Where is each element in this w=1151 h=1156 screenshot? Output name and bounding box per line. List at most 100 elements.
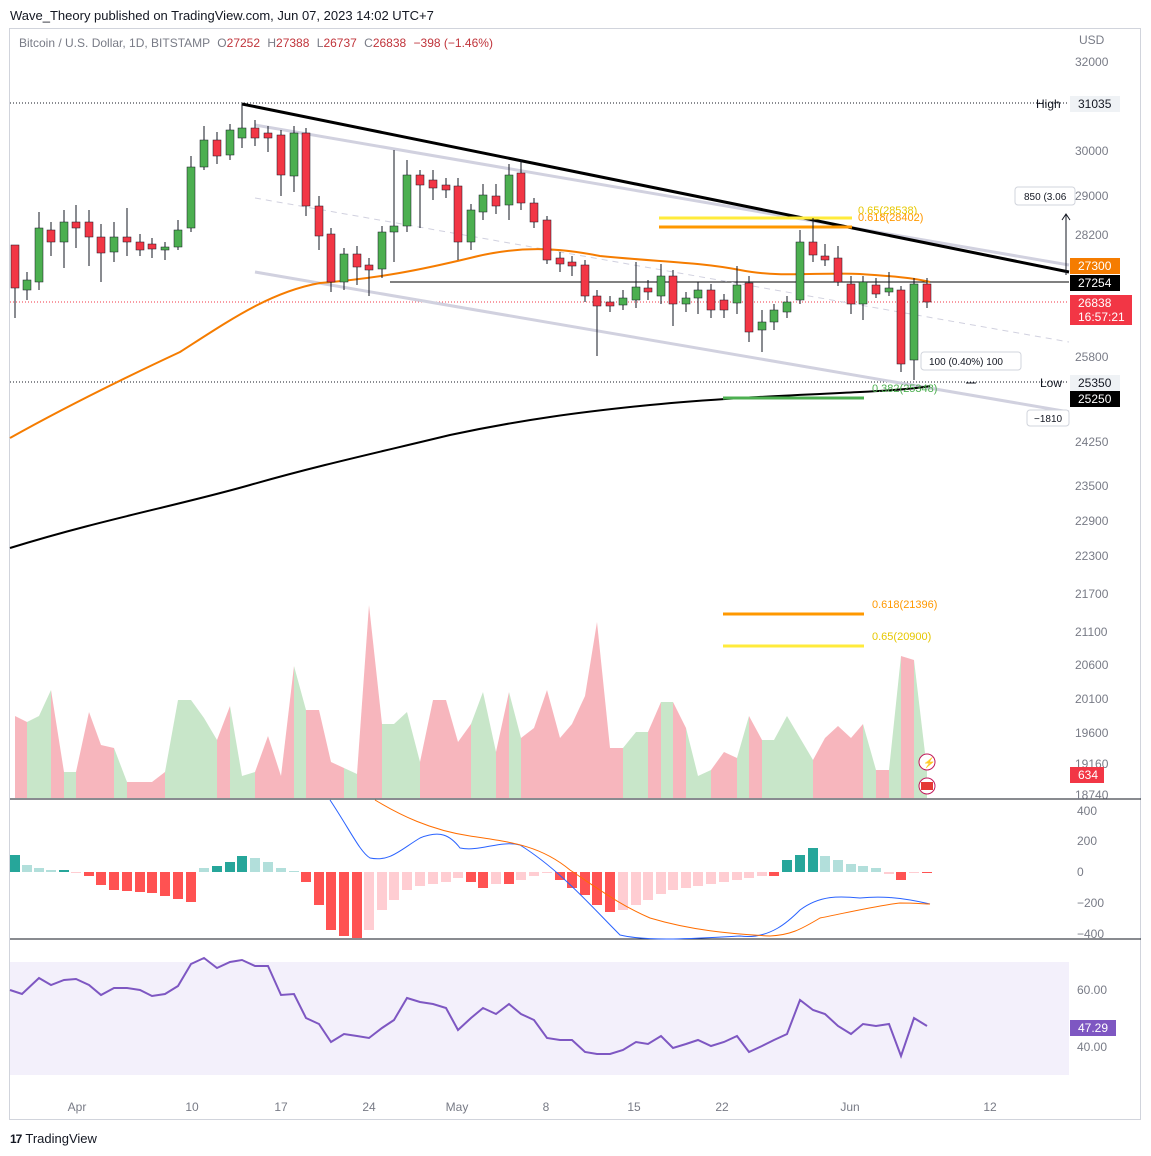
candle-body: [884, 287, 894, 293]
volume-segment: [15, 716, 27, 798]
channel-mid-line[interactable]: [254, 197, 1070, 343]
candle-body: [377, 231, 387, 270]
rsi-tag: [1070, 1020, 1116, 1036]
candle-body: [415, 174, 425, 186]
volume-segment: [152, 772, 165, 798]
volume-segment: [39, 690, 51, 798]
candle-body: [478, 194, 488, 213]
tag-25250: [1070, 391, 1120, 407]
volume-segment: [51, 690, 64, 798]
macd-histogram[interactable]: [10, 848, 932, 938]
volume-segment: [800, 738, 813, 798]
high-label: High: [1036, 97, 1061, 111]
candle-body: [276, 134, 286, 176]
high-label: H: [267, 36, 277, 50]
tradingview-footer[interactable]: 17 TradingView: [10, 1131, 97, 1146]
candle-body: [757, 321, 767, 331]
volume-segment: [127, 782, 140, 798]
volume-segment: [140, 782, 152, 798]
ema-orange-line[interactable]: [9, 248, 931, 439]
candle-body: [352, 253, 362, 268]
candle-body: [858, 281, 868, 305]
tag-27300-value: 27300: [1078, 259, 1112, 273]
candle-body: [109, 236, 119, 253]
symbol-title[interactable]: Bitcoin / U.S. Dollar, 1D, BITSTAMP: [19, 36, 210, 50]
flag-event-glyph: [921, 782, 933, 790]
macd-bar: [199, 868, 209, 872]
rsi-axis-ticks[interactable]: 60.00 40.00: [1077, 983, 1107, 1054]
macd-bar: [301, 872, 311, 882]
macd-bar: [160, 872, 170, 896]
macd-bar: [693, 872, 703, 886]
flash-icon-glyph: ⚡: [923, 756, 935, 769]
chart-frame: [9, 28, 1141, 1120]
macd-bar: [314, 872, 324, 905]
macd-bar: [46, 870, 56, 872]
rsi-line[interactable]: [9, 956, 928, 1059]
price-tick: 29000: [1075, 189, 1109, 203]
candle-body: [225, 129, 235, 156]
macd-bar: [643, 872, 653, 900]
macd-bar: [706, 872, 716, 884]
currency-label[interactable]: USD: [1079, 33, 1105, 47]
fib-upper-65-label: 0.65(28538): [858, 205, 917, 217]
price-axis-ticks[interactable]: 32000 29000 28200 25800 24250 23500 22900 22300…: [1075, 55, 1109, 802]
candle-body: [326, 233, 336, 283]
macd-bar: [415, 872, 425, 886]
volume-value: 634: [1078, 768, 1098, 782]
measure-tooltip-box: [920, 351, 1022, 371]
channel-upper-line[interactable]: [254, 123, 1070, 267]
volume-segment: [547, 690, 560, 798]
measure-tooltip: 100 (0.40%) 100: [929, 357, 1003, 368]
volume-segment: [534, 690, 547, 798]
macd-bar: [186, 872, 196, 902]
macd-bar: [631, 872, 641, 905]
macd-bar: [820, 856, 830, 872]
ma-black-line[interactable]: [9, 385, 931, 549]
low-tag: [1070, 375, 1120, 391]
volume-segment: [382, 724, 394, 798]
volume-segment: [787, 716, 800, 798]
channel-lower-line[interactable]: [254, 270, 1070, 414]
fib-mid-65-label: 0.65(20900): [872, 631, 931, 643]
candle-body: [896, 289, 906, 365]
last-price-tag: [1070, 295, 1132, 325]
candle-body: [769, 309, 779, 323]
macd-bar: [580, 872, 590, 895]
time-axis[interactable]: Apr 10 17 24 May 8 15 22 Jun 12: [68, 1100, 997, 1114]
macd-bar: [782, 860, 792, 872]
candle-body: [364, 264, 374, 271]
macd-bar: [896, 872, 906, 880]
candlestick-series[interactable]: [10, 104, 932, 380]
candle-body: [339, 253, 349, 283]
time-tick: 15: [627, 1100, 641, 1114]
neg-measure-label: −1810: [1034, 414, 1063, 425]
macd-bar: [846, 864, 856, 872]
volume-segment: [114, 748, 127, 798]
candle-body: [719, 299, 729, 311]
macd-bar: [605, 872, 615, 912]
candle-body: [441, 184, 451, 191]
volume-segment: [89, 712, 101, 798]
macd-axis-ticks[interactable]: 400 200 0 −200 −400: [1077, 804, 1104, 941]
symbol-legend[interactable]: Bitcoin / U.S. Dollar, 1D, BITSTAMP O272…: [19, 36, 493, 50]
volume-segment: [711, 752, 724, 798]
volume-segment: [509, 692, 521, 798]
price-tick-30000: 30000: [1075, 144, 1109, 158]
macd-bar: [109, 872, 119, 890]
macd-bar: [10, 855, 20, 872]
volume-segment: [762, 740, 774, 798]
macd-line[interactable]: [329, 799, 931, 940]
volume-segment: [698, 770, 711, 798]
high-tag: [1070, 96, 1120, 112]
volume-series[interactable]: [15, 605, 927, 798]
volume-segment: [623, 732, 636, 798]
macd-tick: 0: [1077, 865, 1084, 879]
volume-segment: [901, 656, 914, 798]
macd-bar: [884, 872, 894, 874]
trendline-black[interactable]: [241, 102, 1070, 274]
macd-signal-line[interactable]: [374, 799, 931, 937]
flash-icon[interactable]: [918, 753, 936, 771]
macd-bar: [250, 858, 260, 872]
